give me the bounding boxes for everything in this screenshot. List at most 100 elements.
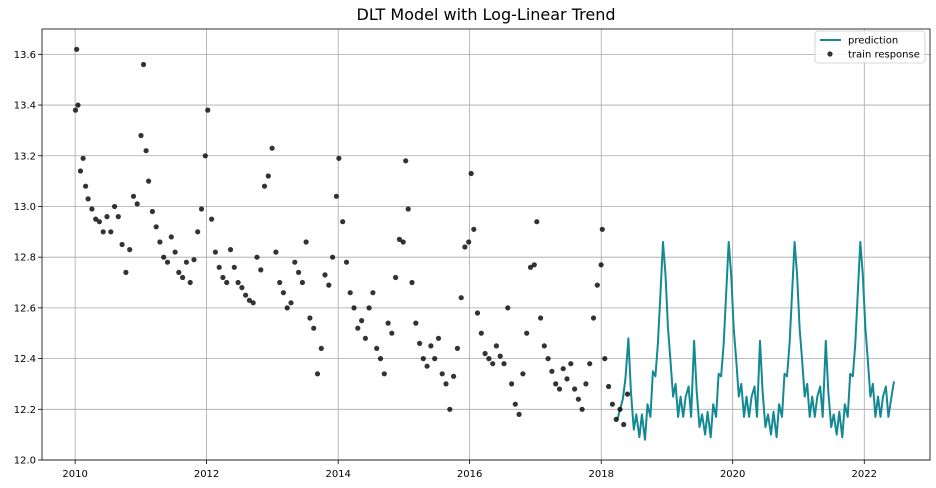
train-response-point: [85, 196, 91, 202]
train-response-point: [512, 401, 518, 407]
train-response-point: [265, 173, 271, 179]
train-response-point: [594, 282, 600, 288]
y-tick-label: 13.0: [14, 202, 36, 213]
train-response-point: [216, 264, 222, 270]
train-response-point: [83, 183, 89, 189]
train-response-point: [123, 269, 129, 275]
train-response-point: [243, 292, 249, 298]
train-response-point: [598, 262, 604, 268]
train-response-point: [579, 406, 585, 412]
train-response-point: [590, 315, 597, 321]
train-response-point: [307, 315, 313, 321]
train-response-point: [93, 216, 99, 222]
train-response-point: [77, 168, 84, 174]
train-response-point: [587, 361, 593, 367]
train-response-point: [202, 153, 208, 159]
train-response-point: [458, 295, 464, 301]
train-response-point: [432, 356, 438, 362]
train-response-point: [451, 373, 457, 379]
train-response-point: [261, 183, 268, 189]
prediction-line: [616, 241, 895, 441]
train-response-point: [176, 269, 182, 275]
train-response-point: [355, 325, 361, 331]
train-response-point: [273, 249, 279, 255]
train-response-point: [599, 226, 605, 232]
train-response-point: [462, 244, 468, 250]
train-response-point: [606, 383, 612, 390]
train-response-point: [520, 371, 526, 377]
train-response-point: [74, 46, 80, 52]
train-response-point: [509, 381, 515, 387]
train-response-point: [443, 381, 449, 387]
train-response-point: [134, 201, 140, 207]
train-response-point: [231, 264, 237, 270]
train-response-point: [389, 330, 395, 336]
train-response-point: [96, 219, 102, 225]
train-response-point: [314, 371, 321, 377]
train-response-point: [516, 411, 522, 417]
x-tick-label: 2020: [720, 469, 745, 480]
train-response-point: [377, 356, 384, 362]
train-response-point: [195, 229, 201, 235]
train-response-point: [400, 239, 406, 245]
train-response-point: [322, 272, 328, 278]
train-response-point: [624, 391, 631, 397]
train-response-point: [108, 229, 114, 235]
x-tick-label: 2018: [589, 469, 614, 480]
train-response-point: [439, 371, 445, 377]
train-response-point: [493, 343, 499, 349]
train-response-point: [575, 396, 582, 402]
axes: 2010 2012 2014 2016 2018 2020 2022 12.0 12.2 12.4…: [14, 50, 877, 480]
train-response-point: [583, 381, 589, 387]
legend: prediction train response: [814, 30, 926, 64]
train-response-point: [424, 363, 430, 369]
train-response-point: [524, 330, 530, 336]
train-response-point: [183, 259, 189, 265]
train-response-point: [466, 239, 472, 245]
train-response-point: [75, 102, 81, 108]
train-response-point: [198, 206, 205, 212]
train-response-point: [613, 416, 619, 422]
train-response-point: [435, 335, 442, 341]
train-response-point: [209, 216, 215, 222]
y-tick-label: 12.2: [14, 405, 36, 416]
train-response-point: [246, 297, 252, 303]
train-response-point: [250, 300, 256, 306]
train-response-point: [553, 381, 559, 387]
train-response-point: [617, 406, 623, 412]
train-response-point: [340, 219, 346, 225]
train-response-point: [568, 361, 574, 367]
train-response-point: [482, 350, 488, 357]
train-response-point: [292, 259, 298, 265]
train-response-point: [564, 376, 570, 382]
train-response-point: [560, 366, 566, 372]
train-response-point: [490, 361, 496, 367]
train-response-point: [478, 330, 484, 336]
series-train-response: [72, 46, 631, 428]
plot-frame: [41, 28, 931, 461]
train-response-point: [403, 158, 409, 164]
train-response-point: [277, 279, 283, 286]
train-response-point: [138, 132, 144, 139]
train-response-point: [538, 315, 544, 321]
train-response-point: [239, 285, 245, 291]
train-response-point: [119, 241, 125, 248]
train-response-point: [471, 226, 477, 232]
y-tick-label: 12.8: [14, 253, 36, 264]
plot-area: [72, 46, 895, 441]
train-response-point: [609, 401, 616, 407]
train-response-point: [486, 356, 492, 362]
legend-label: prediction: [848, 36, 898, 47]
train-response-point: [362, 335, 368, 341]
x-tick-label: 2022: [852, 469, 877, 480]
train-response-point: [343, 259, 350, 265]
train-response-point: [385, 320, 391, 326]
legend-swatch-train-response: [827, 51, 833, 57]
train-response-point: [100, 229, 106, 235]
x-tick-label: 2016: [457, 469, 482, 480]
train-response-point: [541, 343, 547, 349]
y-tick-label: 12.4: [14, 354, 36, 365]
train-response-point: [474, 310, 481, 316]
